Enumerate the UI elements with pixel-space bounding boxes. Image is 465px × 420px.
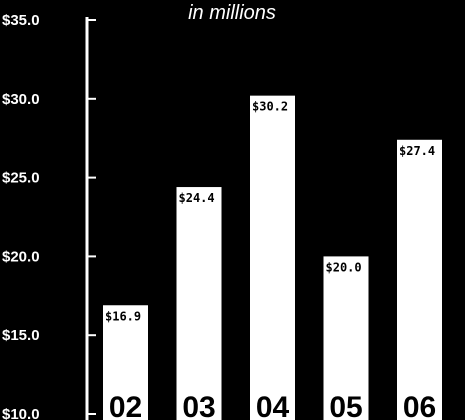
bar-value-label: $20.0 xyxy=(326,260,362,274)
y-tick-label: $20.0 xyxy=(2,248,40,265)
bar-value-label: $24.4 xyxy=(179,191,215,205)
bar-04 xyxy=(250,95,295,420)
bar-02 xyxy=(103,305,148,420)
category-label: 02 xyxy=(109,391,142,420)
bar-value-label: $30.2 xyxy=(252,100,288,114)
bar-03 xyxy=(176,187,222,420)
bar-value-label: $27.4 xyxy=(399,144,435,158)
category-label: 05 xyxy=(329,391,362,420)
chart-subtitle: in millions xyxy=(188,2,276,24)
bar-06 xyxy=(397,139,442,420)
bar-value-label: $16.9 xyxy=(105,309,141,323)
y-tick-label: $25.0 xyxy=(2,170,40,187)
category-label: 06 xyxy=(403,391,436,420)
category-label: 04 xyxy=(256,391,290,420)
y-tick-label: $30.0 xyxy=(2,91,40,108)
bar-05 xyxy=(323,256,369,420)
y-tick-label: $10.0 xyxy=(2,406,40,420)
y-axis-ticks: $35.0 $30.0 $25.0 $20.0 $15.0 $10.0 xyxy=(2,12,96,420)
y-tick-label: $15.0 xyxy=(2,327,40,344)
bars-group: $16.9 02 $24.4 03 $30.2 04 $20.0 05 $27.4 06 xyxy=(103,95,442,420)
y-tick-label: $35.0 xyxy=(2,12,40,29)
category-label: 03 xyxy=(182,391,215,420)
